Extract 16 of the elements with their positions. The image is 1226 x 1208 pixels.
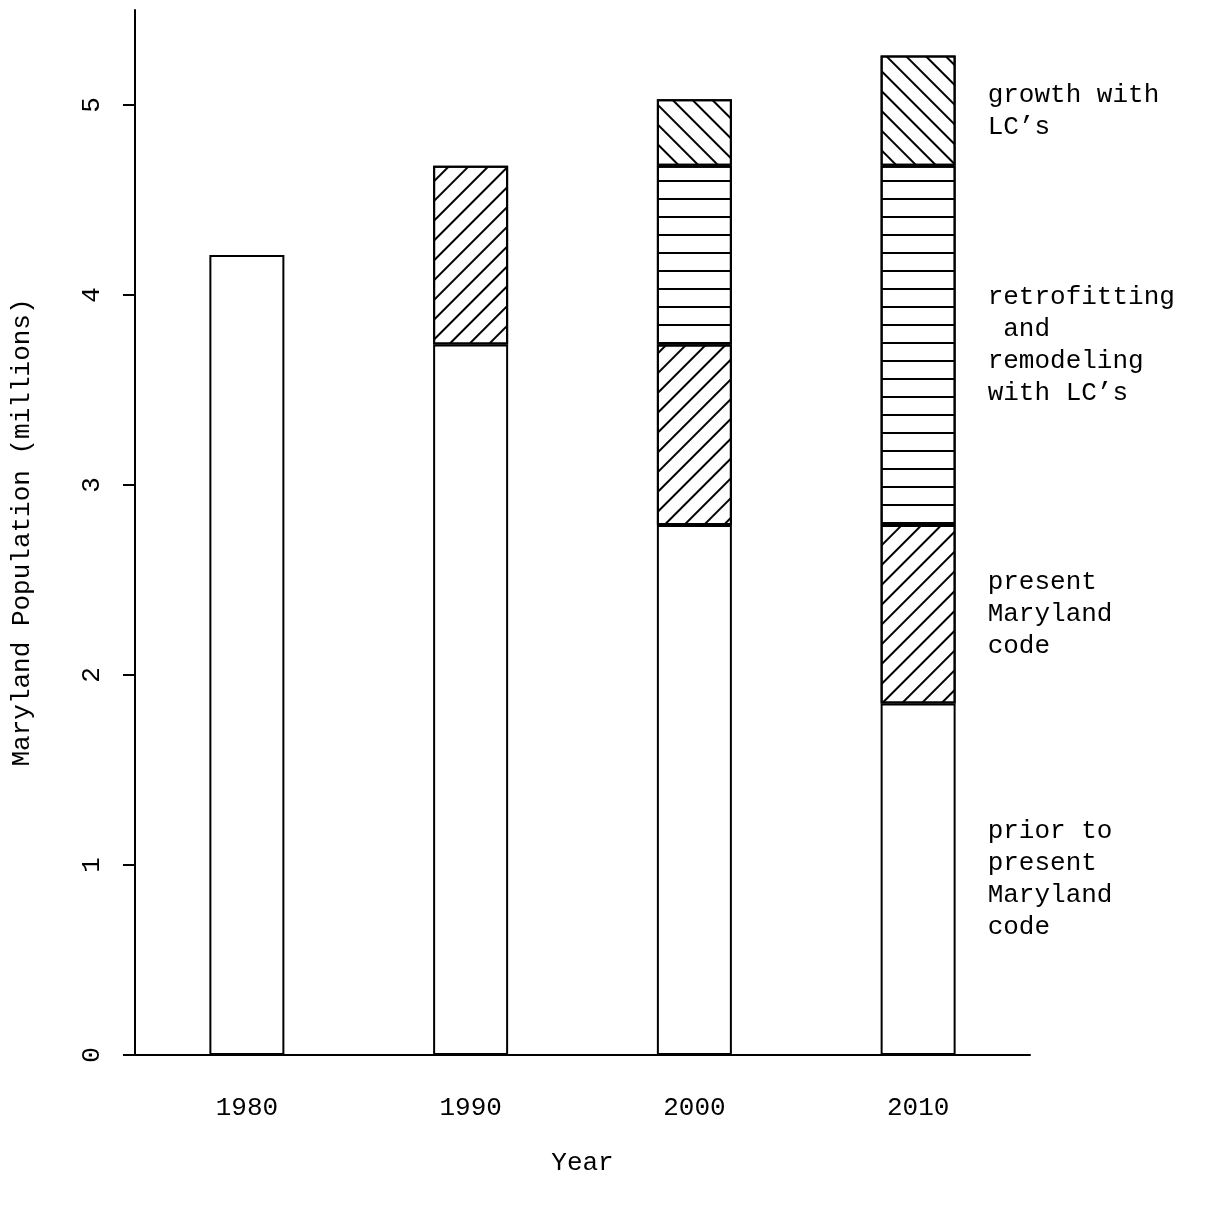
y-tick-label: 5 bbox=[77, 97, 107, 113]
series-label: growth with LC’s bbox=[987, 79, 1175, 142]
x-tick-label: 1980 bbox=[215, 1093, 279, 1123]
y-tick-label: 0 bbox=[77, 1047, 107, 1063]
y-tick-label: 1 bbox=[77, 857, 107, 873]
series-label: present Maryland code bbox=[987, 567, 1129, 662]
y-axis-title: Maryland Population (millions) bbox=[7, 298, 37, 767]
x-tick-label: 2000 bbox=[663, 1093, 726, 1123]
x-axis-title: Year bbox=[551, 1148, 614, 1178]
series-label: prior to present Maryland code bbox=[987, 816, 1129, 943]
y-tick-label: 2 bbox=[77, 667, 107, 683]
x-tick-label: 2010 bbox=[886, 1093, 950, 1123]
y-tick-label: 3 bbox=[77, 477, 107, 493]
series-label: retrofitting and remodeling with LC’s bbox=[987, 282, 1175, 409]
x-tick-label: 1990 bbox=[439, 1093, 502, 1123]
y-tick-label: 4 bbox=[77, 287, 107, 303]
